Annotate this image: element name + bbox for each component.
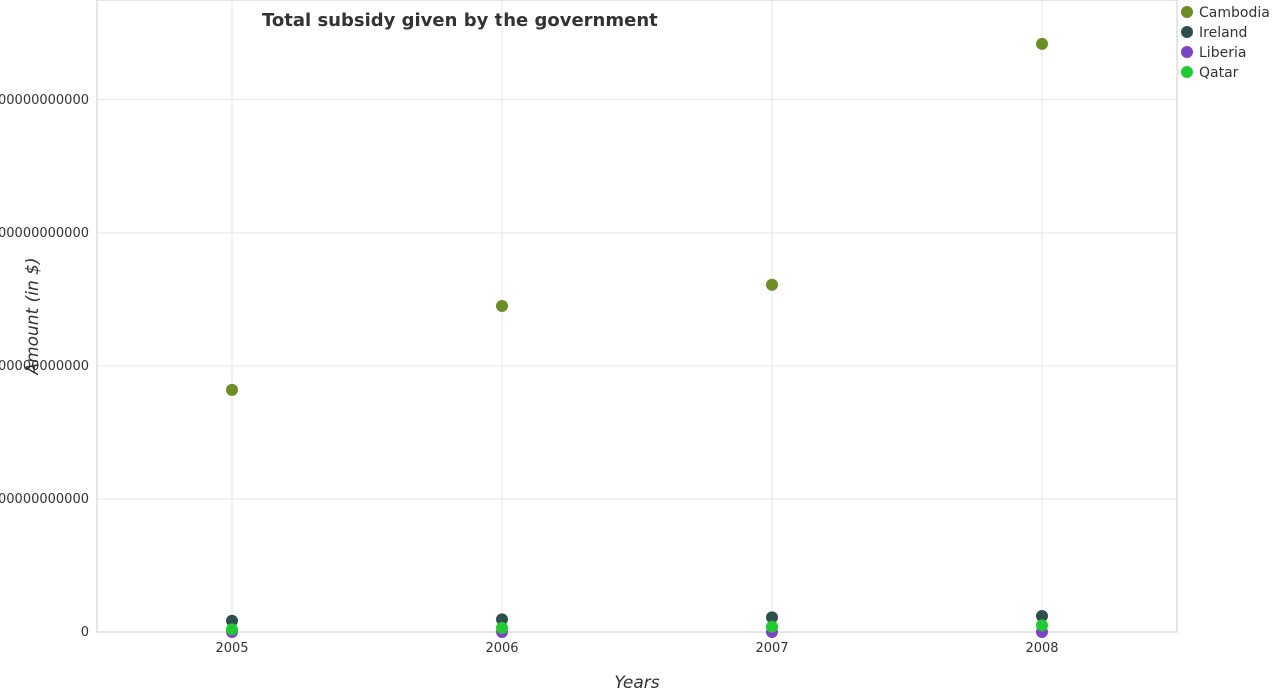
legend-marker-qatar [1181, 66, 1193, 78]
x-tick-label: 2007 [755, 641, 788, 656]
plot-frame [96, 0, 1178, 633]
point-cambodia [1036, 37, 1048, 50]
point-ireland [1036, 610, 1048, 623]
point-cambodia [766, 278, 778, 291]
point-cambodia [496, 300, 508, 313]
x-tick-label: 2006 [485, 641, 518, 656]
y-tick-label: 400000000000 [0, 359, 89, 374]
point-ireland [226, 614, 238, 627]
point-cambodia [226, 383, 238, 396]
point-ireland [496, 613, 508, 626]
x-tick-label: 2005 [215, 641, 248, 656]
legend-label-liberia: Liberia [1199, 45, 1246, 61]
grid [97, 0, 1177, 633]
y-axis-label: Amount (in $) [23, 257, 43, 375]
point-qatar [496, 622, 508, 635]
legend-marker-cambodia [1181, 6, 1193, 18]
point-qatar [1036, 619, 1048, 632]
y-tick-label: 0 [81, 625, 89, 640]
point-qatar [766, 620, 778, 633]
legend-label-qatar: Qatar [1199, 65, 1239, 81]
point-ireland [766, 611, 778, 624]
x-ticks: 2005 2006 2007 2008 [215, 641, 1058, 656]
legend: Cambodia Ireland Liberia Qatar [1181, 5, 1270, 81]
legend-marker-liberia [1181, 46, 1193, 58]
x-axis-label: Years [614, 673, 659, 693]
y-ticks: 0 200000000000 400000000000 600000000000 800… [0, 93, 89, 640]
y-tick-label: 800000000000 [0, 93, 89, 108]
x-tick-label: 2008 [1025, 641, 1058, 656]
data-points [226, 37, 1048, 638]
y-tick-label: 600000000000 [0, 226, 89, 241]
legend-label-cambodia: Cambodia [1199, 5, 1270, 21]
legend-marker-ireland [1181, 26, 1193, 38]
legend-label-ireland: Ireland [1199, 25, 1247, 41]
chart-title: Total subsidy given by the government [262, 10, 658, 31]
point-qatar [226, 623, 238, 636]
y-tick-label: 200000000000 [0, 492, 89, 507]
